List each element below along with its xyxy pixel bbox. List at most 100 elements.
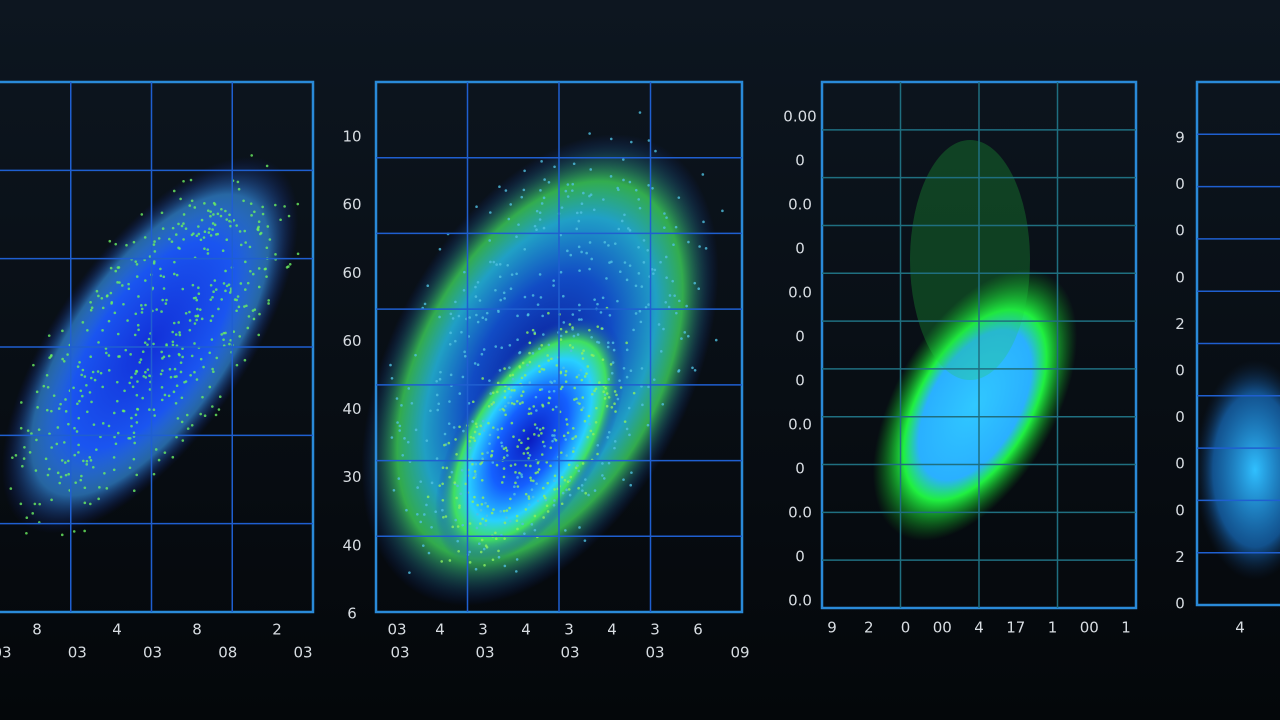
dot [588, 267, 591, 271]
dot [665, 216, 668, 219]
dot [565, 454, 569, 457]
dot [211, 222, 215, 225]
dot [596, 325, 600, 328]
dot [572, 334, 576, 338]
dot [573, 398, 576, 401]
dot [609, 363, 613, 366]
dot [173, 260, 176, 264]
dot [143, 279, 147, 282]
dot [555, 364, 559, 367]
labels: 8482030303080310606060403040603434343603… [0, 108, 1245, 662]
dot [450, 470, 454, 474]
dot [677, 369, 681, 372]
dot [494, 288, 497, 292]
dot [113, 435, 116, 439]
dot [23, 446, 26, 449]
y-tick-label: 2 [1175, 548, 1185, 566]
dot [196, 307, 199, 311]
dot [641, 403, 644, 407]
dot [235, 224, 238, 227]
dot [602, 390, 605, 394]
dot [248, 245, 252, 249]
dot [601, 358, 605, 361]
y-tick-label: 0 [1175, 501, 1185, 519]
dot [235, 363, 239, 367]
dot [520, 195, 524, 199]
dot [88, 456, 92, 459]
dot [122, 409, 126, 413]
dot [606, 345, 610, 349]
dot [504, 413, 507, 417]
dot [472, 476, 476, 480]
dot [135, 275, 139, 278]
dot [580, 483, 584, 487]
dot [527, 456, 530, 460]
density-blob [1195, 360, 1280, 580]
dot [593, 298, 596, 301]
dot [174, 333, 178, 336]
dot [527, 503, 531, 507]
dot [652, 378, 656, 381]
dot [588, 328, 591, 332]
dot [626, 227, 630, 230]
dot [116, 281, 119, 284]
dot [622, 158, 625, 161]
dot [206, 209, 210, 212]
dot [160, 310, 163, 313]
dot [407, 387, 411, 390]
dot [135, 262, 139, 266]
dot [516, 314, 519, 318]
dot [444, 515, 448, 518]
dot [471, 462, 474, 466]
dot [44, 457, 48, 461]
dot [630, 140, 633, 144]
dot [206, 248, 210, 251]
dot [540, 160, 543, 163]
dot [279, 218, 282, 222]
dot [603, 397, 607, 400]
dot [588, 380, 592, 383]
x-tick-label: 4 [974, 619, 984, 637]
dot [683, 331, 687, 334]
dot [482, 429, 486, 432]
dot [72, 530, 76, 533]
dot [81, 368, 85, 372]
dot [462, 429, 465, 433]
dot [565, 330, 568, 334]
dot [161, 298, 164, 302]
dot [469, 435, 473, 439]
dot [524, 492, 528, 496]
dot [160, 211, 164, 215]
dot [38, 502, 42, 506]
dot [507, 387, 511, 391]
dot [468, 460, 472, 464]
dot [528, 381, 532, 384]
dot [538, 211, 542, 215]
dot [62, 359, 66, 363]
dot [287, 265, 290, 268]
dot [523, 532, 526, 535]
dot [638, 111, 642, 114]
dot [456, 539, 460, 543]
dot [639, 320, 643, 324]
dot [152, 262, 156, 265]
dot [472, 436, 475, 440]
dot [517, 223, 520, 226]
dot [577, 219, 581, 223]
dot [552, 389, 556, 393]
dot [249, 202, 253, 205]
dot [521, 401, 524, 404]
dot [485, 311, 489, 315]
y-tick-label: 0 [1175, 222, 1185, 240]
dot [195, 234, 199, 238]
dot [159, 372, 163, 376]
dot [153, 414, 156, 417]
dot [509, 395, 512, 399]
dot [63, 441, 66, 444]
dot [159, 267, 162, 271]
dot [503, 564, 507, 568]
dot [225, 218, 229, 221]
dot [253, 308, 257, 311]
dot [25, 516, 29, 520]
dot [74, 481, 77, 484]
